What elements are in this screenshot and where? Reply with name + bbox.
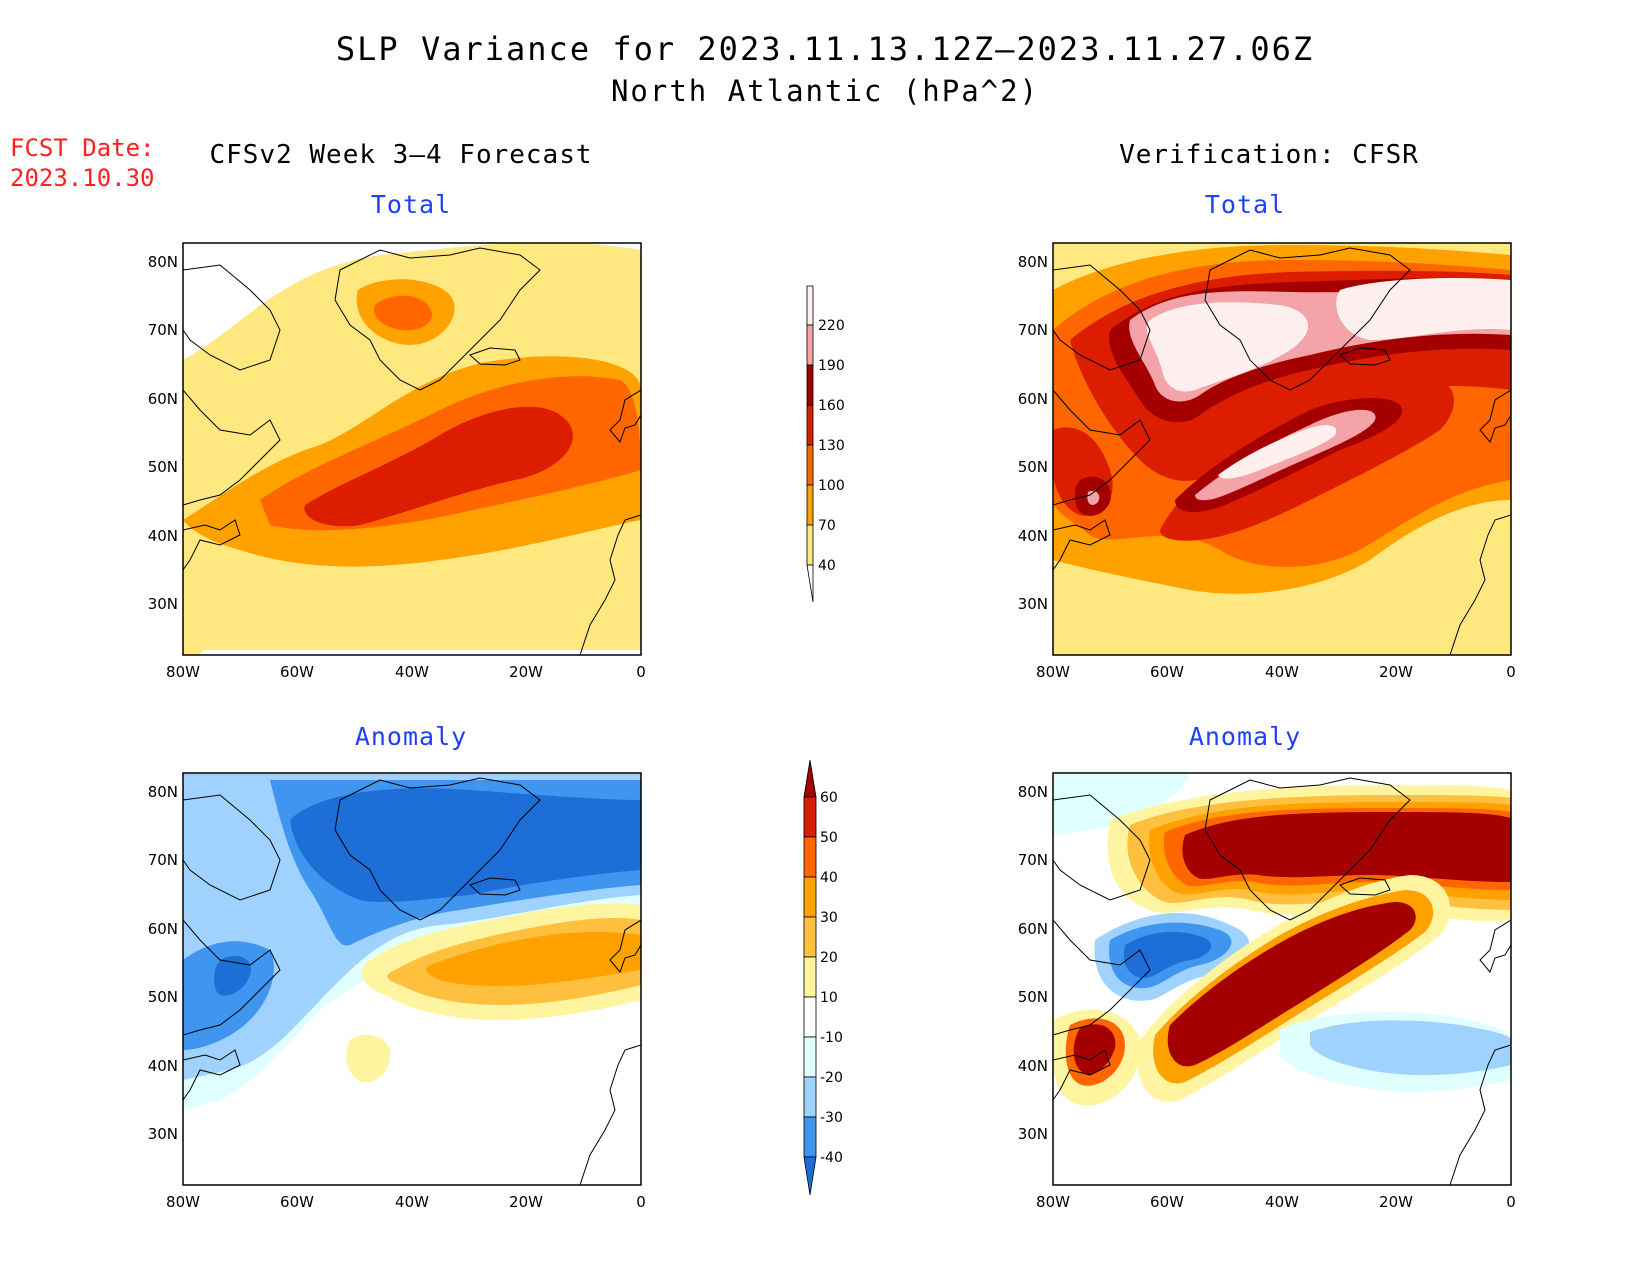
forecast-column-title: CFSv2 Week 3–4 Forecast <box>209 140 593 170</box>
lon-label: 40W <box>1265 663 1299 681</box>
lon-label: 20W <box>1379 1193 1413 1211</box>
anomaly-colorbar: 60 50 40 30 20 10 -10 -20 -30 -40 <box>803 759 843 1196</box>
lon-label: 0 <box>1506 1193 1516 1211</box>
colorbar-level: 220 <box>818 318 845 334</box>
lon-label: 60W <box>1150 663 1184 681</box>
colorbar-level: 60 <box>820 790 838 806</box>
colorbar-level: -40 <box>820 1150 843 1166</box>
colorbar-level: 30 <box>820 910 838 926</box>
main-title: SLP Variance for 2023.11.13.12Z–2023.11.… <box>335 30 1315 68</box>
lon-label: 80W <box>166 663 200 681</box>
lat-label: 80N <box>148 253 178 271</box>
lon-label: 80W <box>1036 663 1070 681</box>
lon-label: 60W <box>280 663 314 681</box>
lon-label: 20W <box>509 663 543 681</box>
lat-label: 80N <box>148 783 178 801</box>
fcst-date-value: 2023.10.30 <box>10 164 155 192</box>
forecast-anomaly-map: 80N 70N 60N 50N 40N 30N 80W 60W 40W 20W … <box>148 772 646 1211</box>
lat-label: 40N <box>148 527 178 545</box>
lat-label: 60N <box>148 920 178 938</box>
lon-label: 60W <box>280 1193 314 1211</box>
lon-label: 40W <box>395 663 429 681</box>
lat-label: 50N <box>148 458 178 476</box>
lat-label: 40N <box>1018 527 1048 545</box>
lat-label: 70N <box>148 851 178 869</box>
lat-label: 60N <box>1018 920 1048 938</box>
colorbar-level: 100 <box>818 478 845 494</box>
lat-label: 50N <box>148 988 178 1006</box>
lat-label: 30N <box>1018 595 1048 613</box>
lat-label: 30N <box>1018 1125 1048 1143</box>
lat-label: 70N <box>148 321 178 339</box>
verification-anomaly-title: Anomaly <box>1188 722 1302 751</box>
forecast-total-title: Total <box>370 190 452 219</box>
lat-label: 70N <box>1018 321 1048 339</box>
lon-label: 60W <box>1150 1193 1184 1211</box>
lon-label: 80W <box>1036 1193 1070 1211</box>
colorbar-level: -10 <box>820 1030 843 1046</box>
lat-label: 30N <box>148 595 178 613</box>
colorbar-level: 20 <box>820 950 838 966</box>
lat-label: 40N <box>148 1057 178 1075</box>
total-colorbar: 220 190 160 130 100 70 40 <box>806 285 845 603</box>
lat-label: 60N <box>148 390 178 408</box>
colorbar-level: 10 <box>820 990 838 1006</box>
lon-label: 0 <box>636 663 646 681</box>
colorbar-level: -30 <box>820 1110 843 1126</box>
verification-total-title: Total <box>1204 190 1286 219</box>
main-subtitle: North Atlantic (hPa^2) <box>610 74 1040 108</box>
lat-label: 40N <box>1018 1057 1048 1075</box>
lon-label: 80W <box>166 1193 200 1211</box>
lat-label: 60N <box>1018 390 1048 408</box>
colorbar-level: 50 <box>820 830 838 846</box>
lon-label: 0 <box>1506 663 1516 681</box>
lat-label: 70N <box>1018 851 1048 869</box>
colorbar-level: 40 <box>818 558 836 574</box>
forecast-anomaly-title: Anomaly <box>354 722 468 751</box>
colorbar-level: 70 <box>818 518 836 534</box>
lon-label: 40W <box>395 1193 429 1211</box>
colorbar-level: 40 <box>820 870 838 886</box>
lon-label: 20W <box>509 1193 543 1211</box>
colorbar-level: 160 <box>818 398 845 414</box>
lat-label: 50N <box>1018 458 1048 476</box>
colorbar-level: -20 <box>820 1070 843 1086</box>
fcst-date-label: FCST Date: <box>10 134 155 162</box>
lat-label: 30N <box>148 1125 178 1143</box>
colorbar-level: 190 <box>818 358 845 374</box>
colorbar-level: 130 <box>818 438 845 454</box>
lat-label: 80N <box>1018 783 1048 801</box>
forecast-total-map: 80N 70N 60N 50N 40N 30N 80W 60W 40W 20W … <box>148 242 646 681</box>
lat-label: 50N <box>1018 988 1048 1006</box>
verification-anomaly-map: 80N 70N 60N 50N 40N 30N 80W 60W 40W 20W … <box>1018 772 1516 1211</box>
lat-label: 80N <box>1018 253 1048 271</box>
lon-label: 40W <box>1265 1193 1299 1211</box>
lon-label: 20W <box>1379 663 1413 681</box>
lon-label: 0 <box>636 1193 646 1211</box>
verification-total-map: 80N 70N 60N 50N 40N 30N 80W 60W 40W 20W … <box>1018 242 1516 681</box>
verification-column-title: Verification: CFSR <box>1119 140 1419 170</box>
